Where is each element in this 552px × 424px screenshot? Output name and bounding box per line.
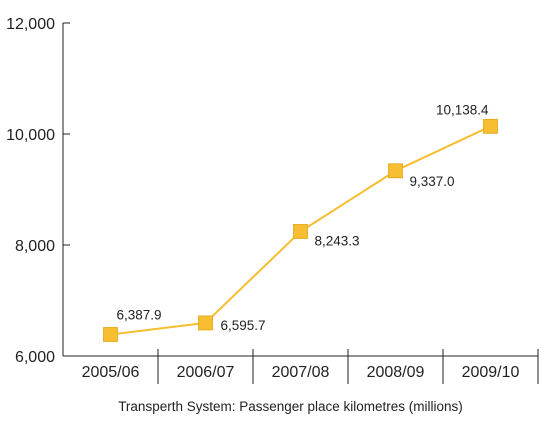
data-label: 6,387.9 xyxy=(117,307,162,322)
x-tick-label: 2005/06 xyxy=(82,364,140,381)
series-passenger-place-km xyxy=(103,118,498,342)
data-label: 8,243.3 xyxy=(315,233,360,248)
y-axis: 6,000 8,000 10,000 12,000 xyxy=(6,16,70,366)
data-point-marker xyxy=(103,327,118,342)
y-tick-label: 8,000 xyxy=(15,238,55,255)
x-tick-label: 2007/08 xyxy=(272,364,330,381)
data-point-marker xyxy=(483,118,498,134)
data-point-marker xyxy=(388,163,403,179)
data-label: 9,337.0 xyxy=(410,174,455,189)
data-label: 10,138.4 xyxy=(436,102,489,117)
y-tick-label: 6,000 xyxy=(15,349,55,366)
data-label: 6,595.7 xyxy=(221,318,266,333)
x-axis-label: Transperth System: Passenger place kilom… xyxy=(118,399,463,414)
data-labels: 6,387.9 6,595.7 8,243.3 9,337.0 10,138.4 xyxy=(117,102,489,333)
x-tick-label: 2008/09 xyxy=(367,364,425,381)
data-point-marker xyxy=(293,224,308,239)
x-tick-label: 2006/07 xyxy=(177,364,235,381)
data-point-marker xyxy=(198,315,213,331)
y-tick-label: 12,000 xyxy=(6,16,55,33)
x-tick-label: 2009/10 xyxy=(462,364,520,381)
y-tick-label: 10,000 xyxy=(6,127,55,144)
x-axis: 2005/06 2006/07 2007/08 2008/09 2009/10 xyxy=(63,349,539,384)
